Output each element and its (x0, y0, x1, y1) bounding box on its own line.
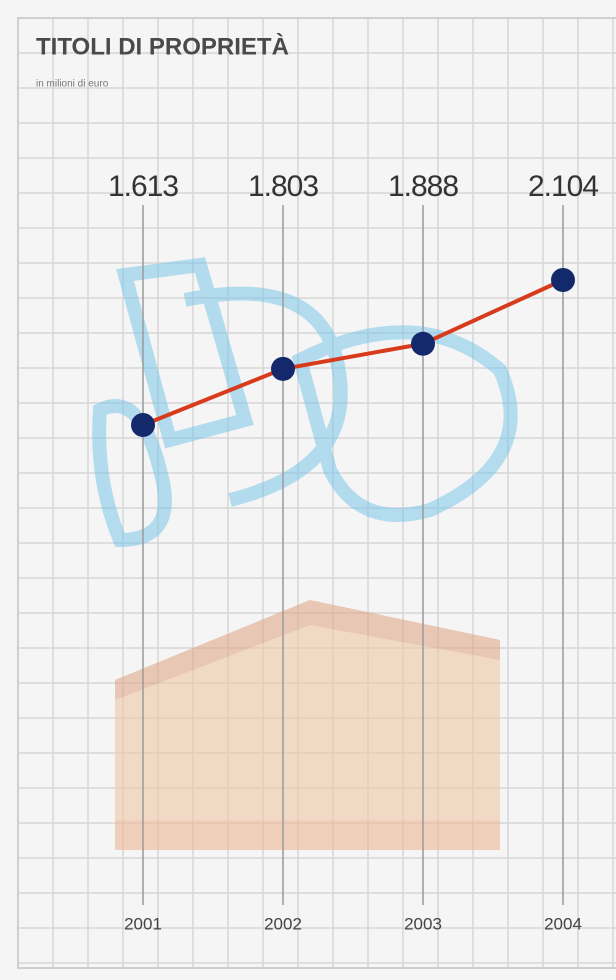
line (142, 278, 564, 427)
x-tick-label: 2004 (544, 914, 582, 933)
marker (131, 413, 155, 437)
marker (411, 331, 435, 356)
building-decoration (115, 600, 500, 850)
data-label: 1.803 (248, 170, 318, 203)
marker (551, 268, 575, 292)
x-tick-label: 2003 (404, 914, 442, 933)
logo-decoration (92, 257, 518, 548)
data-label: 1.888 (388, 170, 458, 203)
chart-title: TITOLI DI PROPRIETÀ (36, 32, 289, 60)
data-label: 1.613 (108, 170, 178, 203)
data-label: 2.104 (528, 170, 598, 203)
marker (271, 356, 295, 381)
x-tick-label: 2002 (264, 914, 302, 933)
chart-subtitle: in milioni di euro (36, 79, 109, 90)
frame (17, 17, 616, 969)
x-tick-label: 2001 (124, 914, 162, 933)
